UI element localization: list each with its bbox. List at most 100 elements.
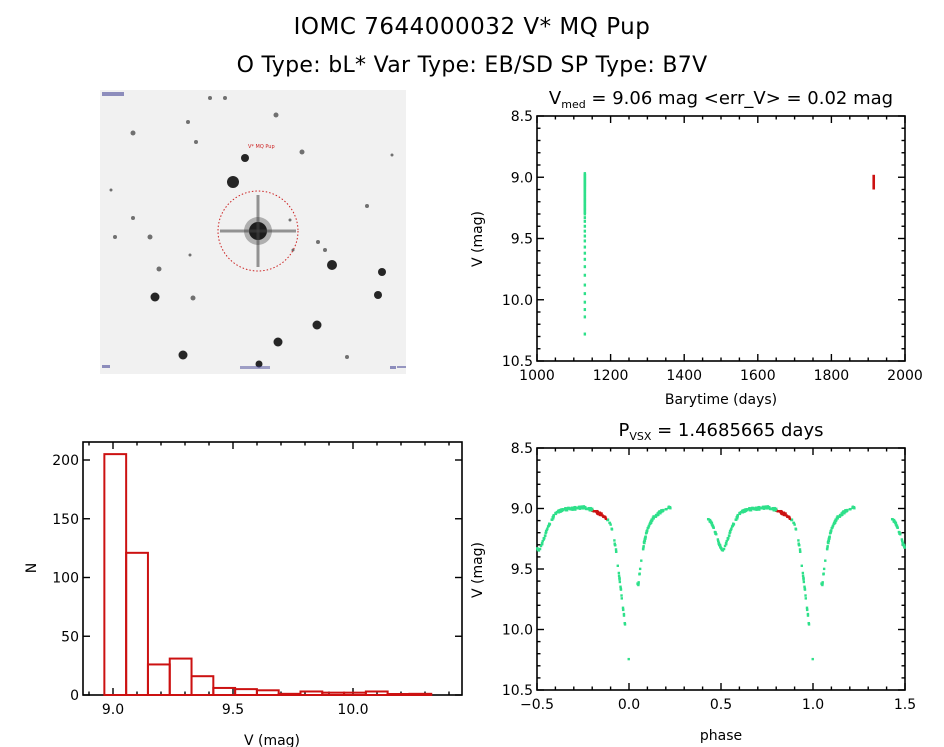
phased-point: [655, 513, 658, 517]
lightcurve-point: [583, 283, 587, 287]
phased-point: [637, 581, 640, 584]
x-tick-label: 1000: [519, 368, 555, 384]
phased-point: [618, 577, 621, 580]
lightcurve-point: [583, 245, 587, 249]
x-tick-label: 1200: [593, 368, 629, 384]
histogram-bar: [255, 689, 280, 696]
phased-point: [578, 507, 582, 510]
phased-point: [801, 571, 805, 575]
corner-label-bottom-center: [240, 366, 270, 369]
phased-point: [578, 505, 582, 509]
phased-point: [769, 507, 773, 511]
phased-point: [754, 507, 757, 511]
phased-point: [821, 583, 824, 587]
star: [194, 140, 198, 144]
lightcurve-title-main: V: [549, 88, 562, 109]
star: [288, 218, 292, 222]
lightcurve-point: [583, 229, 587, 233]
lightcurve-ylabel: V (mag): [470, 211, 486, 267]
y-tick-label: 10.5: [502, 683, 533, 699]
histogram-bars: [103, 453, 433, 697]
phased-point: [773, 506, 776, 510]
error-bar: [872, 174, 876, 190]
phased-point: [832, 522, 836, 526]
x-tick-label: 1600: [740, 368, 776, 384]
star: [186, 120, 190, 124]
phased-highlight-point: [598, 511, 601, 515]
phased-point: [544, 531, 547, 535]
phased-point: [806, 614, 810, 617]
phased-highlight-point: [788, 516, 791, 519]
phased-point: [571, 506, 574, 509]
phased-point: [570, 507, 573, 511]
phased-point: [766, 505, 770, 508]
phased-point: [831, 526, 834, 529]
phased-point: [582, 505, 586, 508]
phased-point: [853, 507, 856, 510]
phased-highlight-point: [599, 513, 603, 517]
phased-point: [755, 508, 758, 511]
phased-point: [542, 537, 545, 540]
star: [273, 337, 283, 347]
y-tick-label: 9.5: [511, 232, 533, 248]
phased-point: [811, 657, 814, 661]
phased-point: [890, 517, 894, 521]
lightcurve-point: [583, 273, 587, 277]
phased-highlight-point: [785, 514, 788, 517]
phased-point: [545, 528, 549, 531]
phased-point: [820, 582, 823, 585]
phased-point: [619, 588, 623, 591]
star: [178, 350, 188, 360]
lightcurve-point: [583, 292, 587, 296]
phased-highlight-point: [604, 517, 608, 520]
phased-point: [720, 547, 723, 550]
corner-label-bottom-right: [390, 366, 396, 369]
phased-point: [669, 507, 672, 510]
y-tick-label: 100: [52, 571, 79, 587]
star: [150, 292, 160, 302]
star-field: [109, 96, 394, 368]
phased-point: [709, 520, 713, 523]
phased-point: [731, 524, 734, 528]
phased-point: [836, 515, 839, 518]
phased-point: [588, 508, 592, 511]
phased-highlight-point: [788, 517, 792, 520]
phased-point: [851, 505, 855, 508]
phased-title-sub: VSX: [629, 430, 652, 443]
phased-point: [805, 606, 809, 609]
phased-point: [649, 520, 653, 523]
phased-point: [797, 544, 801, 547]
phased-highlight-point: [783, 513, 787, 517]
phased-point: [844, 509, 847, 512]
phased-highlight-point: [784, 512, 787, 515]
phased-point: [618, 580, 622, 584]
object-title: IOMC 7644000032 V* MQ Pup: [293, 14, 651, 40]
phased-point: [741, 510, 745, 513]
plot-frame: [82, 441, 463, 696]
lightcurve-point: [583, 219, 587, 223]
y-tick-label: 0: [70, 688, 79, 704]
star: [255, 360, 263, 368]
phased-highlight-point: [600, 512, 603, 515]
phased-point: [566, 506, 570, 510]
target-star: [220, 195, 296, 267]
phased-point: [564, 509, 568, 512]
lightcurve-point: [583, 216, 587, 220]
lightcurve-title: Vmed = 9.06 mag <err_V> = 0.02 mag: [549, 88, 893, 111]
phased-point: [794, 527, 797, 530]
phased-point: [573, 507, 576, 510]
phased-point: [660, 509, 663, 512]
phased-point: [727, 534, 731, 537]
phased-point: [750, 506, 754, 510]
histogram-bar: [146, 663, 171, 697]
phased-point: [662, 509, 665, 512]
phased-xlabel: phase: [700, 728, 742, 744]
phased-point: [613, 539, 616, 542]
phased-point: [900, 538, 904, 541]
phased-point: [568, 506, 571, 510]
star: [190, 295, 196, 301]
phased-point: [548, 522, 551, 525]
lightcurve-title-rest: = 9.06 mag <err_V> = 0.02 mag: [586, 88, 893, 109]
lightcurve-point: [583, 308, 587, 312]
star: [147, 234, 153, 240]
